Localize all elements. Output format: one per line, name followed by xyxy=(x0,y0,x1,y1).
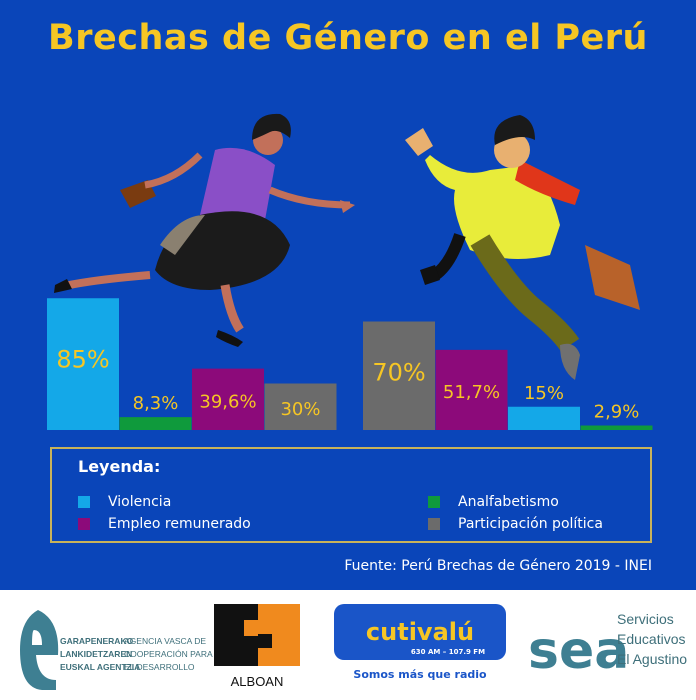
logo-text: cutivalú xyxy=(366,618,474,646)
sea-logo: sea Servicios Educativos El Agustino xyxy=(528,611,687,681)
infographic-poster: Brechas de Género en el Perú xyxy=(0,0,696,590)
legend-label: Empleo remunerado xyxy=(108,516,251,532)
bar-man-participaci-n-pol-tica xyxy=(363,321,435,430)
legend-label: Violencia xyxy=(108,494,172,510)
source-note: Fuente: Perú Brechas de Género 2019 - IN… xyxy=(344,558,652,574)
bar-woman-empleo-remunerado xyxy=(192,368,264,430)
euskal-agentzia-logo: GARAPENERAKO LANKIDETZAREN EUSKAL AGENTZ… xyxy=(20,610,213,690)
data-label: 15% xyxy=(524,383,564,404)
logo-text: 630 AM – 107.9 FM xyxy=(411,648,485,656)
legend-swatch xyxy=(428,518,440,530)
data-label: 8,3% xyxy=(133,393,179,414)
logo-text: COOPERACIÓN PARA xyxy=(124,649,213,659)
legend-swatch xyxy=(78,518,90,530)
logo-text: Somos más que radio xyxy=(353,668,487,681)
legend: Leyenda: Violencia Empleo remunerado Ana… xyxy=(50,447,652,543)
legend-swatch xyxy=(78,496,90,508)
logo-text: Educativos xyxy=(617,631,685,647)
bar-man-analfabetismo xyxy=(580,425,653,430)
sponsor-logos: GARAPENERAKO LANKIDETZAREN EUSKAL AGENTZ… xyxy=(0,590,696,696)
data-label: 39,6% xyxy=(199,391,256,412)
logo-text: GARAPENERAKO xyxy=(60,636,134,646)
page-title: Brechas de Género en el Perú xyxy=(48,18,648,58)
data-label: 2,9% xyxy=(594,402,640,423)
legend-label: Participación política xyxy=(458,516,603,532)
bar-woman-analfabetismo xyxy=(119,417,192,430)
bar-man-empleo-remunerado xyxy=(435,349,508,430)
logo-text: ALBOAN xyxy=(231,674,284,689)
logo-text: EUSKAL AGENTZIA xyxy=(60,662,140,672)
legend-title: Leyenda: xyxy=(78,457,161,476)
legend-swatch xyxy=(428,496,440,508)
bar-man-violencia xyxy=(508,406,580,430)
logo-text: El Agustino xyxy=(617,651,687,667)
data-label: 85% xyxy=(56,346,109,374)
bar-woman-violencia xyxy=(47,298,119,430)
logo-text: Servicios xyxy=(617,611,674,627)
logo-text: AGENCIA VASCA DE xyxy=(124,636,206,646)
logo-text: sea xyxy=(528,621,629,681)
bar-woman-participaci-n-pol-tica xyxy=(264,383,337,430)
data-label: 30% xyxy=(280,399,320,420)
logos-strip: GARAPENERAKO LANKIDETZAREN EUSKAL AGENTZ… xyxy=(20,604,687,690)
logo-text: LANKIDETZAREN xyxy=(60,649,132,659)
data-label: 51,7% xyxy=(443,382,500,403)
legend-label: Analfabetismo xyxy=(458,494,559,510)
data-label: 70% xyxy=(372,358,425,386)
logo-text: EL DESARROLLO xyxy=(124,662,195,672)
man-figure-illustration xyxy=(405,115,640,380)
bar-chart: 85% 8,3% 39,6% 30% 70% 51,7% 15% 2,9% xyxy=(47,113,653,430)
alboan-logo: ALBOAN xyxy=(214,604,300,689)
cutivalu-logo: cutivalú 630 AM – 107.9 FM Somos más que… xyxy=(334,604,506,681)
woman-figure-illustration xyxy=(54,113,355,347)
